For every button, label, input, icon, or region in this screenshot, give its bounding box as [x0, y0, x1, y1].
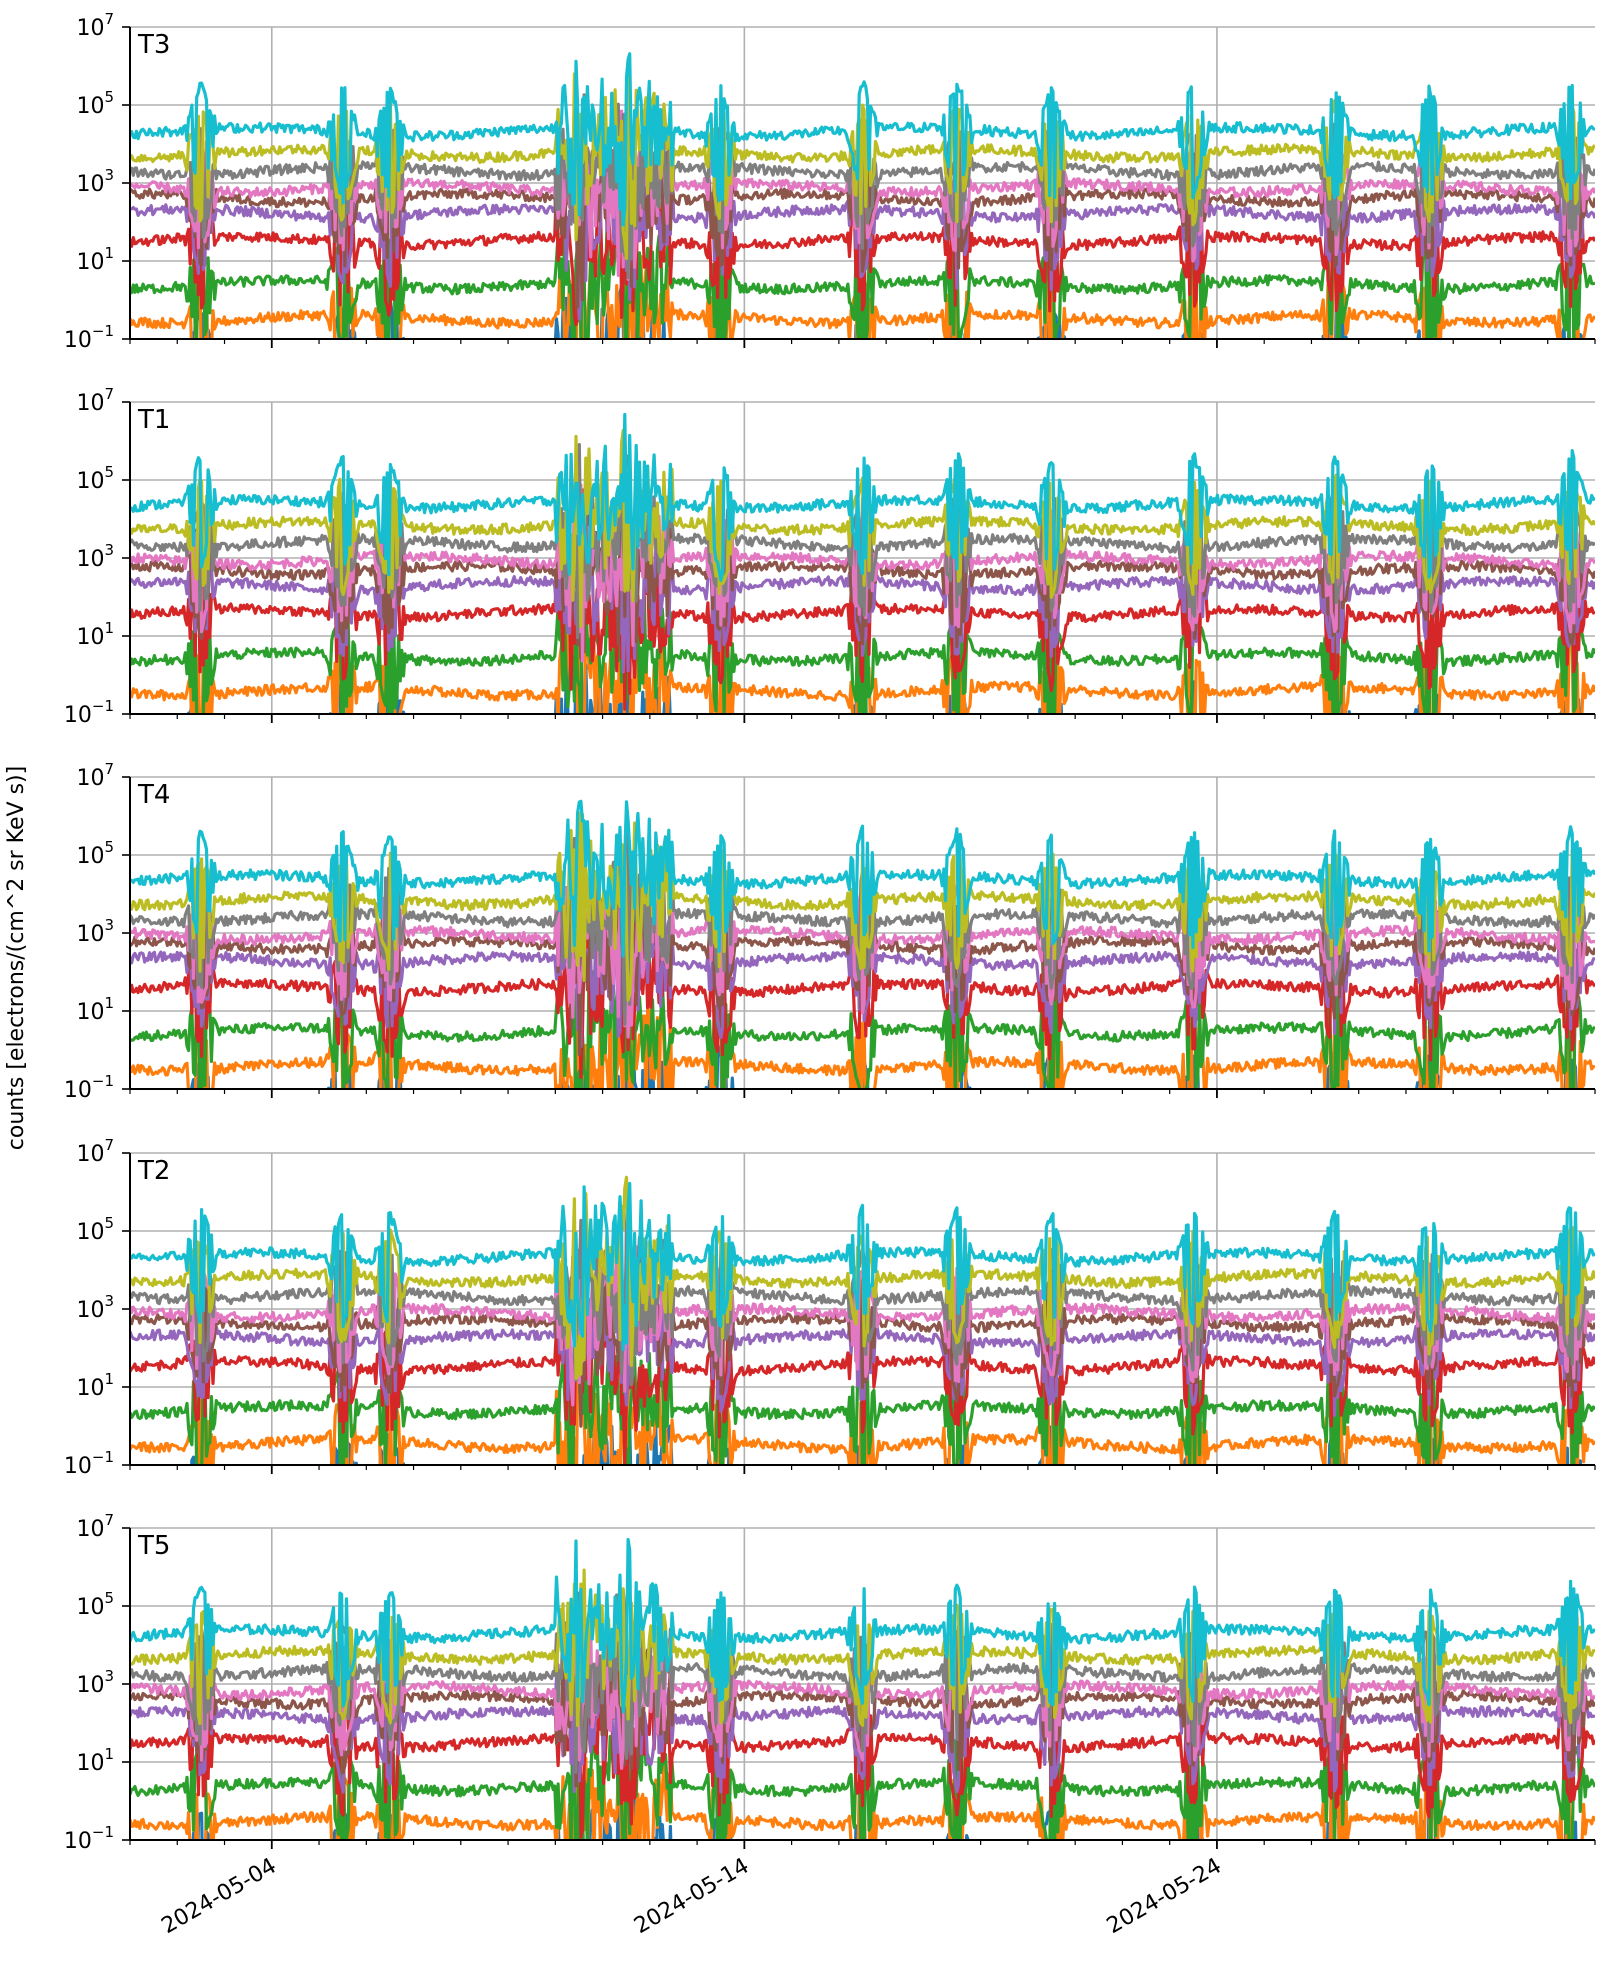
y-tick-label: 101 — [76, 1370, 114, 1401]
y-tick-label: 107 — [76, 10, 114, 41]
y-tick-label: 10−1 — [64, 697, 114, 728]
series-line-3 — [130, 153, 1595, 327]
series-line-6 — [130, 1610, 1595, 1770]
series-line-2 — [130, 563, 1595, 714]
series-line-9 — [130, 412, 1595, 582]
series-group — [130, 52, 1595, 339]
series-group — [130, 412, 1595, 714]
y-axis-label: counts [electrons/(cm^2 sr KeV s)] — [4, 766, 29, 1150]
y-tick-label: 103 — [76, 1667, 114, 1698]
series-line-5 — [130, 481, 1595, 661]
y-tick-label: 105 — [76, 88, 114, 119]
series-line-9 — [130, 52, 1595, 227]
y-tick-label: 101 — [76, 244, 114, 275]
series-line-2 — [130, 940, 1595, 1089]
y-tick-label: 107 — [76, 1511, 114, 1542]
series-line-3 — [130, 1644, 1595, 1839]
y-tick-label: 10−1 — [64, 1823, 114, 1854]
y-tick-label: 101 — [76, 1745, 114, 1776]
y-tick-label: 101 — [76, 619, 114, 650]
series-line-9 — [130, 1181, 1595, 1352]
series-line-8 — [130, 1568, 1595, 1728]
series-line-9 — [130, 1537, 1595, 1714]
y-tick-label: 103 — [76, 1292, 114, 1323]
series-line-2 — [130, 186, 1595, 339]
panel-t3: 10−1 101 103 105 107 T3 — [64, 10, 1596, 353]
series-line-3 — [130, 517, 1595, 711]
series-line-7 — [130, 1588, 1595, 1774]
y-tick-label: 10−1 — [64, 322, 114, 353]
y-tick-label: 103 — [76, 541, 114, 572]
series-line-5 — [130, 134, 1595, 309]
y-tick-label: 107 — [76, 385, 114, 416]
series-line-6 — [130, 844, 1595, 1039]
series-line-4 — [130, 123, 1595, 321]
x-tick-label: 2024-05-14 — [630, 1854, 753, 1940]
panel-label: T5 — [137, 1531, 170, 1561]
series-line-1 — [130, 602, 1595, 714]
panel-label: T1 — [137, 405, 170, 435]
y-tick-label: 107 — [76, 760, 114, 791]
series-line-4 — [130, 509, 1595, 674]
series-line-2 — [130, 1315, 1595, 1465]
y-tick-label: 105 — [76, 838, 114, 869]
panel-t2: 10−1 101 103 105 107 T2 — [64, 1136, 1596, 1479]
panel-t5: 10−1 101 103 105 107 T5 — [64, 1511, 1596, 1854]
y-tick-label: 105 — [76, 463, 114, 494]
series-group — [130, 1537, 1595, 1840]
y-tick-label: 10−1 — [64, 1448, 114, 1479]
y-tick-label: 107 — [76, 1136, 114, 1167]
x-tick-label: 2024-05-04 — [158, 1854, 281, 1940]
panel-label: T4 — [137, 780, 170, 810]
y-tick-label: 10−1 — [64, 1072, 114, 1103]
panel-t1: 10−1 101 103 105 107 T1 — [64, 385, 1596, 728]
panel-t4: 10−1 101 103 105 107 T4 — [64, 760, 1596, 1103]
series-line-3 — [130, 1271, 1595, 1465]
series-line-8 — [130, 72, 1595, 260]
y-tick-label: 105 — [76, 1214, 114, 1245]
series-group — [130, 1175, 1595, 1465]
panel-label: T2 — [137, 1156, 170, 1186]
x-tick-label: 2024-05-24 — [1103, 1854, 1226, 1940]
y-tick-label: 103 — [76, 166, 114, 197]
series-line-7 — [130, 93, 1595, 280]
panel-label: T3 — [137, 30, 170, 60]
series-line-4 — [130, 1628, 1595, 1794]
y-tick-label: 103 — [76, 916, 114, 947]
series-line-9 — [130, 799, 1595, 958]
series-line-1 — [130, 974, 1595, 1089]
y-tick-label: 105 — [76, 1589, 114, 1620]
y-tick-label: 101 — [76, 994, 114, 1025]
series-group — [130, 799, 1595, 1089]
